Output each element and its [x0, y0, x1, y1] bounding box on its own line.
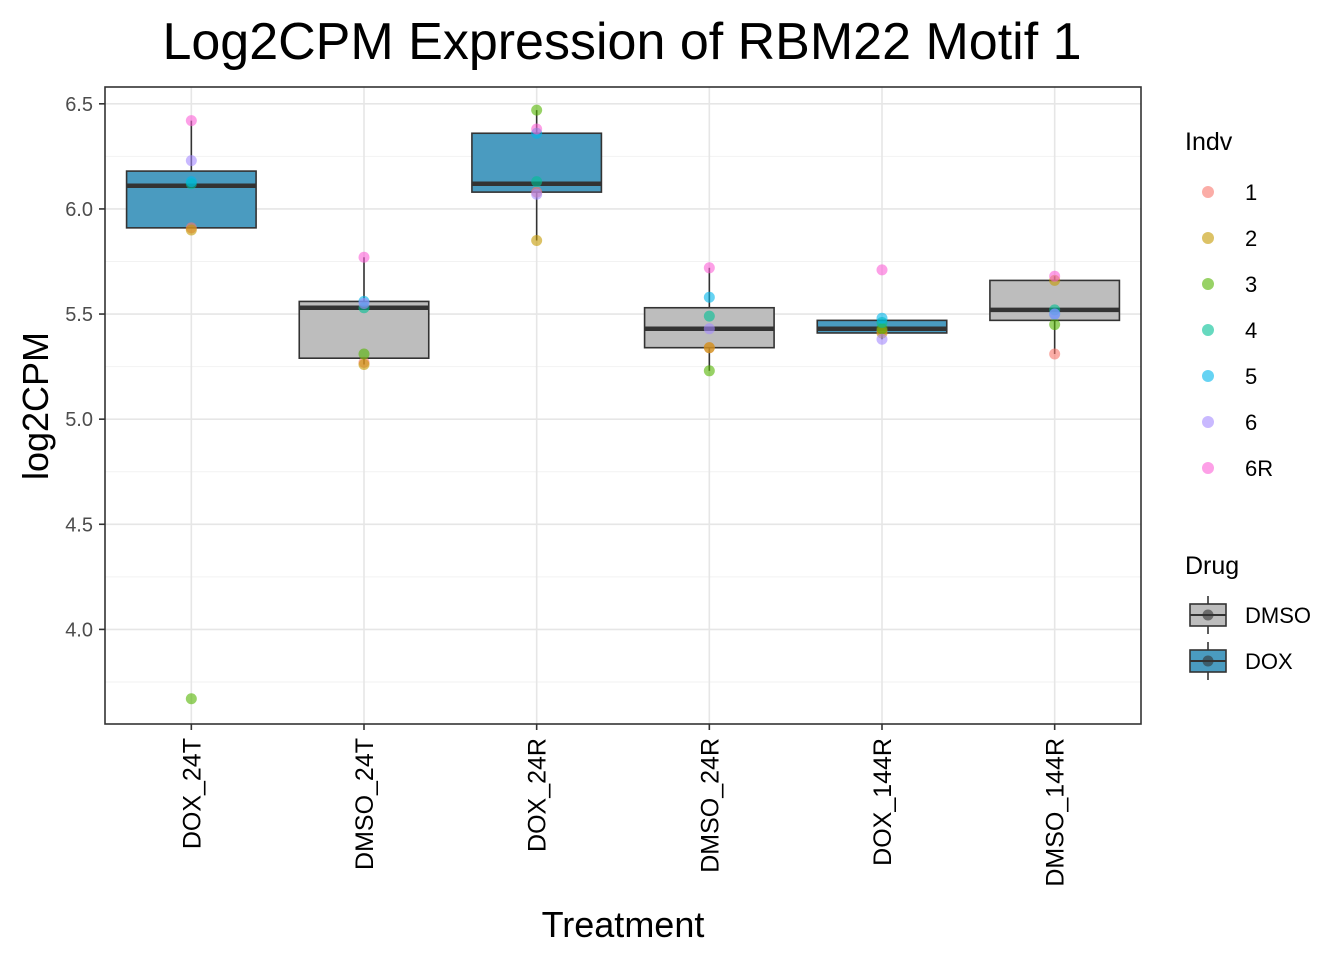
- data-point: [185, 155, 197, 167]
- plot-panel: [105, 87, 1141, 724]
- y-tick-label: 6.5: [65, 94, 93, 116]
- legend-indv-key: [1202, 462, 1214, 474]
- data-point: [185, 224, 197, 236]
- data-point: [358, 298, 370, 310]
- grid-lines: [105, 87, 1141, 724]
- x-axis-label: Treatment: [542, 904, 705, 945]
- legend-indv-key: [1202, 370, 1214, 382]
- legend-indv-label: 4: [1245, 318, 1257, 343]
- legend-drug-dot: [1202, 609, 1214, 621]
- legend-indv-label: 6: [1245, 410, 1257, 435]
- data-point: [876, 333, 888, 345]
- legend-indv-label: 5: [1245, 364, 1257, 389]
- x-tick-label: DMSO_24T: [351, 738, 379, 870]
- data-point: [531, 104, 543, 116]
- legend-indv-title: Indv: [1185, 128, 1233, 156]
- data-point: [185, 693, 197, 705]
- data-point: [703, 310, 715, 322]
- y-tick-label: 4.0: [65, 619, 93, 641]
- x-tick-label: DMSO_144R: [1042, 738, 1070, 887]
- data-point: [531, 123, 543, 135]
- legend-indv-label: 3: [1245, 272, 1257, 297]
- legend-indv-label: 2: [1245, 226, 1257, 251]
- data-point: [531, 188, 543, 200]
- legend-indv-label: 1: [1245, 180, 1257, 205]
- x-tick-label: DOX_24T: [178, 738, 206, 849]
- legend-indv-key: [1202, 416, 1214, 428]
- y-tick-label: 5.5: [65, 304, 93, 326]
- data-point: [876, 312, 888, 324]
- legend-indv-key: [1202, 278, 1214, 290]
- data-point: [358, 348, 370, 360]
- data-points: [185, 104, 1061, 705]
- data-point: [531, 176, 543, 188]
- legend-drug-dot: [1202, 655, 1214, 667]
- data-point: [1049, 308, 1061, 320]
- legend-drug-label: DOX: [1245, 649, 1293, 674]
- y-tick-label: 6.0: [65, 199, 93, 221]
- y-tick-label: 5.0: [65, 409, 93, 431]
- y-axis-label: log2CPM: [15, 332, 56, 480]
- x-tick-label: DMSO_24R: [696, 738, 724, 873]
- x-tick-label: DOX_24R: [524, 738, 552, 852]
- data-point: [1049, 319, 1061, 331]
- data-point: [1049, 270, 1061, 282]
- data-point: [703, 365, 715, 377]
- legend-indv-key: [1202, 232, 1214, 244]
- legend-drug-title: Drug: [1185, 552, 1239, 580]
- plot-border: [104, 86, 1142, 725]
- legend-indv-key: [1202, 324, 1214, 336]
- x-tick-label: DOX_144R: [869, 738, 897, 866]
- data-point: [703, 323, 715, 335]
- legend-drug-label: DMSO: [1245, 603, 1311, 628]
- data-point: [1049, 348, 1061, 360]
- legend-indv-label: 6R: [1245, 456, 1273, 481]
- chart-title: Log2CPM Expression of RBM22 Motif 1: [162, 13, 1081, 71]
- y-tick-label: 4.5: [65, 514, 93, 536]
- data-point: [185, 176, 197, 188]
- legend-indv-key: [1202, 186, 1214, 198]
- axes: 4.0 4.5 5.0 5.5 6.0 6.5 DOX_24T DMSO_24T DOX_24R…: [65, 94, 1069, 887]
- data-point: [358, 359, 370, 371]
- data-point: [703, 262, 715, 274]
- data-point: [358, 251, 370, 263]
- data-point: [185, 115, 197, 127]
- data-point: [703, 291, 715, 303]
- data-point: [531, 234, 543, 246]
- data-point: [703, 342, 715, 354]
- data-point: [876, 264, 888, 276]
